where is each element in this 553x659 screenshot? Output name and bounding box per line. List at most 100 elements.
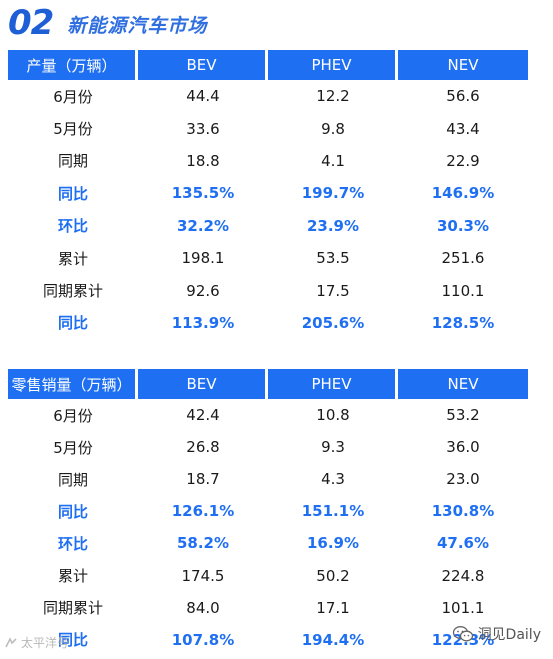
column-header-nev: NEV — [398, 369, 528, 399]
retail-table: 零售销量（万辆） BEV PHEV NEV 6月份 42.4 10.8 53.2 5月份… — [8, 369, 528, 656]
cell-nev: 30.3% — [436, 216, 490, 235]
row-label: 5月份 — [53, 438, 93, 457]
cell-nev: 101.1 — [441, 598, 485, 617]
cell-nev: 22.9 — [446, 151, 480, 170]
cell-bev: 92.6 — [186, 281, 220, 300]
production-table-body: 6月份 44.4 12.2 56.6 5月份 33.6 9.8 43.4 同期 18.8 4.1 22… — [8, 80, 528, 339]
production-header-row: 产量（万辆） BEV PHEV NEV — [8, 50, 528, 80]
section-number: 02 — [8, 3, 54, 43]
cell-phev: 16.9% — [306, 534, 360, 553]
cell-phev: 50.2 — [316, 566, 350, 585]
cell-phev: 199.7% — [301, 184, 365, 203]
table-row: 累计 174.5 50.2 224.8 — [8, 559, 528, 591]
production-table: 产量（万辆） BEV PHEV NEV 6月份 44.4 12.2 56.6 5月份 33… — [8, 50, 528, 339]
table-row: 环比 58.2% 16.9% 47.6% — [8, 527, 528, 559]
row-label: 同期累计 — [42, 599, 103, 618]
cell-bev: 198.1 — [181, 249, 225, 268]
watermark-right: 洞见Daily — [452, 624, 541, 644]
table-row: 累计 198.1 53.5 251.6 — [8, 242, 528, 274]
table-row: 5月份 26.8 9.3 36.0 — [8, 431, 528, 463]
section-title: 新能源汽车市场 — [67, 14, 208, 37]
table-row: 同期 18.7 4.3 23.0 — [8, 463, 528, 495]
row-label: 同期累计 — [42, 282, 103, 301]
cell-bev: 26.8 — [186, 438, 220, 457]
cell-phev: 4.3 — [321, 470, 345, 489]
watermark-left-text: 太平洋号 — [21, 636, 70, 650]
row-label: 同比 — [57, 314, 88, 333]
cell-bev: 33.6 — [186, 119, 220, 138]
row-label: 同期 — [57, 152, 88, 171]
column-header-nev: NEV — [398, 50, 528, 80]
cell-nev: 128.5% — [431, 313, 495, 332]
cell-nev: 47.6% — [436, 534, 490, 553]
retail-header-row: 零售销量（万辆） BEV PHEV NEV — [8, 369, 528, 399]
cell-nev: 23.0 — [446, 470, 480, 489]
cell-bev: 107.8% — [171, 630, 235, 649]
cell-bev: 18.7 — [186, 470, 220, 489]
cell-nev: 43.4 — [446, 119, 480, 138]
cell-nev: 224.8 — [441, 566, 485, 585]
row-label: 5月份 — [53, 120, 93, 139]
table-row: 环比 32.2% 23.9% 30.3% — [8, 210, 528, 242]
retail-table-body: 6月份 42.4 10.8 53.2 5月份 26.8 9.3 36.0 同期 18.7 4.3 23… — [8, 399, 528, 656]
cell-phev: 194.4% — [301, 630, 365, 649]
cell-nev: 251.6 — [441, 249, 485, 268]
watermark-right-text: 洞见Daily — [477, 627, 541, 643]
cell-phev: 9.8 — [321, 119, 345, 138]
cell-nev: 146.9% — [431, 184, 495, 203]
table-row: 同比 135.5% 199.7% 146.9% — [8, 177, 528, 209]
row-label: 同期 — [57, 470, 88, 489]
row-label: 同比 — [57, 631, 88, 650]
column-header-bev: BEV — [138, 369, 268, 399]
cell-phev: 53.5 — [316, 249, 350, 268]
table-row: 同期累计 92.6 17.5 110.1 — [8, 274, 528, 306]
cell-bev: 58.2% — [176, 534, 230, 553]
row-label: 环比 — [57, 534, 88, 553]
cell-nev: 56.6 — [446, 87, 480, 106]
row-label: 6月份 — [53, 87, 93, 106]
cell-nev: 36.0 — [446, 438, 480, 457]
table-row: 同期 18.8 4.1 22.9 — [8, 145, 528, 177]
cell-nev: 53.2 — [446, 406, 480, 425]
cell-phev: 4.1 — [321, 151, 345, 170]
column-header-phev: PHEV — [268, 50, 398, 80]
cell-bev: 113.9% — [171, 313, 235, 332]
cell-bev: 135.5% — [171, 184, 235, 203]
cell-phev: 12.2 — [316, 87, 350, 106]
column-header-category: 零售销量（万辆） — [8, 369, 138, 399]
cell-bev: 174.5 — [181, 566, 225, 585]
cell-phev: 205.6% — [301, 313, 365, 332]
table-row: 5月份 33.6 9.8 43.4 — [8, 112, 528, 144]
cell-phev: 17.5 — [316, 281, 350, 300]
cell-nev: 130.8% — [431, 502, 495, 521]
section-header: 02 新能源汽车市场 — [8, 0, 548, 44]
cell-phev: 23.9% — [306, 216, 360, 235]
cell-phev: 151.1% — [301, 502, 365, 521]
cell-bev: 42.4 — [186, 406, 220, 425]
table-row: 6月份 44.4 12.2 56.6 — [8, 80, 528, 112]
row-label: 累计 — [57, 249, 88, 268]
cell-bev: 126.1% — [171, 502, 235, 521]
table-row: 同期累计 84.0 17.1 101.1 — [8, 592, 528, 624]
row-label: 累计 — [57, 567, 88, 586]
row-label: 6月份 — [53, 406, 93, 425]
cell-bev: 44.4 — [186, 87, 220, 106]
cell-phev: 9.3 — [321, 438, 345, 457]
row-label: 环比 — [57, 217, 88, 236]
cell-bev: 32.2% — [176, 216, 230, 235]
column-header-bev: BEV — [138, 50, 268, 80]
table-row: 同比 113.9% 205.6% 128.5% — [8, 307, 528, 339]
cell-nev: 110.1 — [441, 281, 485, 300]
watermark-left: 太平洋号 — [4, 634, 69, 651]
row-label: 同比 — [57, 502, 88, 521]
table-row: 6月份 42.4 10.8 53.2 — [8, 399, 528, 431]
cell-phev: 10.8 — [316, 406, 350, 425]
wechat-icon — [452, 625, 474, 643]
logo-mark-icon — [4, 636, 18, 649]
table-row: 同比 126.1% 151.1% 130.8% — [8, 495, 528, 527]
cell-bev: 18.8 — [186, 151, 220, 170]
row-label: 同比 — [57, 184, 88, 203]
cell-phev: 17.1 — [316, 598, 350, 617]
column-header-phev: PHEV — [268, 369, 398, 399]
column-header-category: 产量（万辆） — [8, 50, 138, 80]
